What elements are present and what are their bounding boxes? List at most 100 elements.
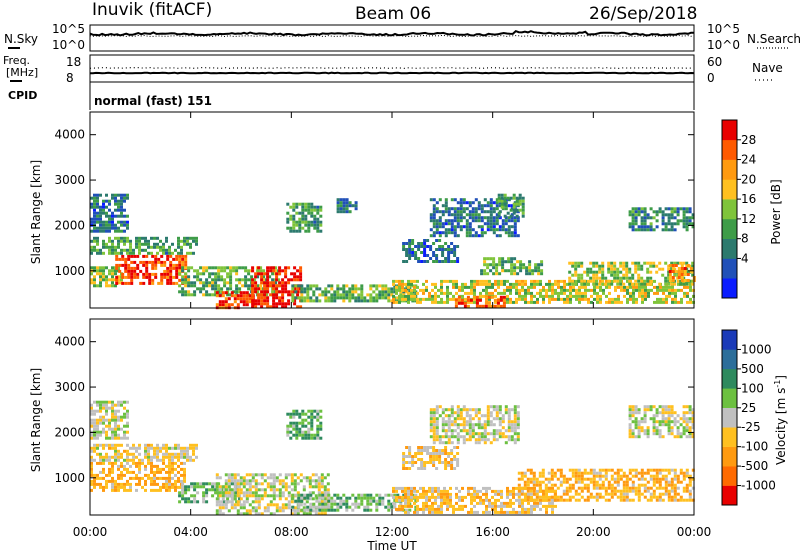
echo-cell bbox=[293, 287, 297, 291]
echo-cell bbox=[470, 300, 473, 304]
echo-cell bbox=[601, 276, 605, 280]
echo-cell bbox=[275, 278, 279, 282]
echo-cell bbox=[218, 503, 222, 507]
echo-cell bbox=[215, 509, 219, 513]
echo-cell bbox=[506, 300, 509, 304]
echo-cell bbox=[145, 260, 149, 264]
echo-cell bbox=[114, 193, 117, 197]
echo-cell bbox=[127, 269, 131, 273]
echo-cell bbox=[429, 228, 433, 232]
echo-cell bbox=[132, 452, 135, 456]
echo-cell bbox=[655, 219, 659, 223]
echo-cell bbox=[211, 488, 215, 492]
echo-cell bbox=[518, 486, 521, 490]
echo-cell bbox=[500, 282, 503, 286]
echo-cell bbox=[589, 495, 593, 499]
echo-cell bbox=[90, 455, 93, 459]
echo-cell bbox=[551, 294, 554, 298]
echo-cell bbox=[537, 266, 541, 270]
echo-cell bbox=[411, 461, 415, 464]
echo-cell bbox=[159, 470, 162, 474]
echo-cell bbox=[305, 476, 309, 480]
echo-cell bbox=[248, 494, 252, 498]
echo-cell bbox=[474, 213, 478, 217]
echo-cell bbox=[363, 508, 367, 512]
echo-cell bbox=[233, 485, 237, 489]
echo-cell bbox=[120, 205, 123, 209]
echo-cell bbox=[634, 423, 638, 427]
echo-cell bbox=[105, 455, 108, 459]
echo-cell bbox=[498, 423, 502, 427]
echo-cell bbox=[120, 193, 123, 197]
echo-cell bbox=[181, 488, 185, 492]
echo-cell bbox=[99, 458, 102, 462]
echo-cell bbox=[625, 270, 629, 274]
echo-cell bbox=[108, 424, 111, 428]
echo-cell bbox=[483, 210, 487, 214]
echo-cell bbox=[507, 435, 511, 439]
echo-cell bbox=[422, 501, 425, 505]
echo-cell bbox=[177, 485, 180, 489]
echo-cell bbox=[540, 269, 544, 273]
echo-cell bbox=[299, 503, 303, 507]
echo-cell bbox=[308, 476, 312, 480]
echo-cell bbox=[477, 420, 481, 424]
echo-cell bbox=[165, 443, 168, 447]
echo-cell bbox=[661, 222, 665, 226]
echo-cell bbox=[652, 264, 656, 268]
echo-cell bbox=[655, 426, 659, 430]
echo-cell bbox=[516, 272, 520, 276]
colorbar-tick-label: 16 bbox=[741, 192, 756, 206]
echo-cell bbox=[174, 452, 177, 456]
echo-cell bbox=[623, 288, 626, 292]
echo-cell bbox=[652, 423, 656, 427]
echo-cell bbox=[298, 229, 302, 233]
echo-cell bbox=[369, 508, 373, 512]
echo-cell bbox=[444, 228, 448, 232]
echo-cell bbox=[402, 242, 406, 245]
echo-cell bbox=[500, 196, 504, 200]
echo-cell bbox=[494, 282, 497, 286]
echo-cell bbox=[667, 216, 671, 220]
echo-cell bbox=[467, 492, 470, 496]
echo-cell bbox=[422, 489, 425, 493]
echo-cell bbox=[159, 476, 162, 480]
echo-cell bbox=[324, 296, 328, 300]
echo-cell bbox=[640, 471, 644, 475]
echo-cell bbox=[631, 432, 635, 436]
echo-cell bbox=[580, 477, 584, 481]
echo-cell bbox=[486, 263, 490, 267]
echo-cell bbox=[527, 288, 530, 292]
echo-cell bbox=[414, 455, 418, 458]
echo-cell bbox=[667, 423, 671, 427]
echo-cell bbox=[566, 288, 569, 292]
echo-cell bbox=[205, 281, 209, 285]
echo-cell bbox=[281, 491, 285, 495]
echo-cell bbox=[504, 260, 508, 264]
echo-cell bbox=[102, 418, 105, 422]
echo-cell bbox=[526, 495, 530, 499]
echo-cell bbox=[295, 412, 299, 416]
echo-cell bbox=[604, 492, 608, 496]
echo-cell bbox=[96, 193, 99, 197]
echo-cell bbox=[114, 409, 117, 413]
colorbar-tick-label: 12 bbox=[741, 212, 756, 226]
echo-cell bbox=[291, 496, 295, 500]
echo-cell bbox=[652, 492, 656, 496]
echo-cell bbox=[619, 468, 623, 472]
echo-cell bbox=[153, 488, 156, 492]
echo-cell bbox=[664, 474, 668, 478]
echo-cell bbox=[581, 297, 584, 301]
echo-cell bbox=[634, 489, 638, 493]
echo-cell bbox=[251, 305, 255, 309]
echo-cell bbox=[613, 270, 617, 274]
echo-cell bbox=[217, 278, 221, 282]
echo-cell bbox=[610, 468, 614, 472]
echo-cell bbox=[513, 426, 517, 430]
echo-cell bbox=[432, 452, 436, 455]
echo-cell bbox=[375, 296, 379, 300]
echo-cell bbox=[126, 455, 129, 459]
echo-cell bbox=[479, 498, 482, 502]
echo-cell bbox=[435, 467, 439, 470]
